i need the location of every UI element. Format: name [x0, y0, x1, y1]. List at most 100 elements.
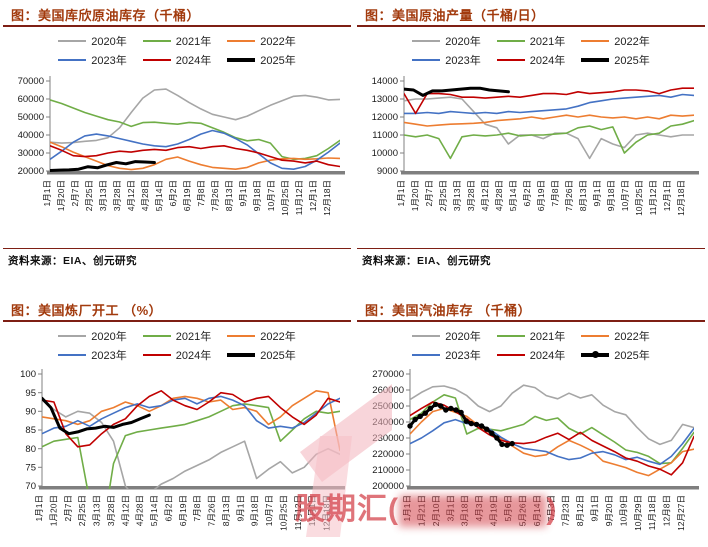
svg-text:1月21日: 1月21日 — [416, 495, 426, 526]
legend-item-2020年: 2020年 — [412, 33, 481, 49]
legend-item-2023年: 2023年 — [412, 52, 481, 68]
chart-title: 图：美国汽油库存 （千桶） — [357, 295, 705, 322]
svg-text:9月1日: 9月1日 — [238, 180, 248, 206]
svg-text:2月25日: 2月25日 — [77, 495, 87, 526]
chart-panel-crude-production: 图：美国原油产量（千桶/日） 2020年 2021年 2022年 2023年 2024年… — [354, 0, 708, 268]
legend-label: 2020年 — [445, 36, 481, 48]
svg-text:3月13日: 3月13日 — [98, 180, 108, 211]
svg-text:6月14日: 6月14日 — [532, 495, 542, 526]
svg-text:2月7日: 2月7日 — [70, 180, 80, 206]
chart-canvas: 14000 13000 12000 11000 10000 9000 1月1日 1月20日 2月… — [354, 69, 708, 238]
svg-text:10月9日: 10月9日 — [618, 495, 628, 526]
svg-text:4月12日: 4月12日 — [126, 180, 136, 211]
legend-item-2023年: 2023年 — [58, 347, 127, 363]
legend-swatch — [58, 59, 87, 61]
chart-title: 图：美国炼厂开工 （%） — [3, 295, 351, 322]
legend-item-2023年: 2023年 — [58, 52, 127, 68]
svg-text:270000: 270000 — [372, 369, 404, 380]
legend-item-2022年: 2022年 — [227, 33, 296, 49]
legend-swatch — [142, 40, 171, 42]
legend-row: 2020年 2021年 2022年 — [58, 327, 296, 345]
svg-text:70: 70 — [25, 481, 36, 492]
legend-item-2022年: 2022年 — [581, 328, 650, 344]
legend-label: 2020年 — [445, 331, 481, 343]
svg-text:6月2日: 6月2日 — [522, 180, 532, 206]
legend-item-2020年: 2020年 — [412, 328, 481, 344]
svg-text:3月28日: 3月28日 — [106, 495, 116, 526]
svg-text:12月18日: 12月18日 — [676, 180, 686, 216]
svg-text:5月6日: 5月6日 — [503, 495, 513, 521]
svg-text:240000: 240000 — [372, 417, 404, 428]
svg-text:12月27日: 12月27日 — [676, 495, 686, 531]
legend-label: 2025年 — [260, 350, 296, 362]
svg-text:1月20日: 1月20日 — [56, 180, 66, 211]
chart-legend: 2020年 2021年 2022年 2023年 2024年 2025年 — [354, 322, 708, 364]
svg-text:70000: 70000 — [18, 76, 44, 87]
legend-label: 2023年 — [445, 350, 481, 362]
svg-text:11月12日: 11月12日 — [293, 495, 303, 530]
svg-text:3月28日: 3月28日 — [112, 180, 122, 211]
svg-text:8月12日: 8月12日 — [575, 495, 585, 526]
chart-panel-refinery-utilization: 图：美国炼厂开工 （%） 2020年 2021年 2022年 2023年 2024年 20… — [0, 295, 354, 547]
svg-text:12月18日: 12月18日 — [322, 180, 332, 216]
svg-text:4月3日: 4月3日 — [474, 495, 484, 521]
legend-item-2022年: 2022年 — [227, 328, 296, 344]
svg-text:1月1日: 1月1日 — [42, 180, 52, 206]
svg-text:6月19日: 6月19日 — [536, 180, 546, 211]
legend-label: 2024年 — [175, 350, 212, 362]
svg-text:260000: 260000 — [372, 385, 404, 396]
chart-legend: 2020年 2021年 2022年 2023年 2024年 2025年 — [0, 322, 354, 364]
svg-text:11月18日: 11月18日 — [647, 495, 657, 530]
svg-text:9月18日: 9月18日 — [606, 180, 616, 211]
chart-canvas: 70000 60000 50000 40000 30000 20000 1月1日 1月20日 2… — [0, 69, 354, 238]
svg-text:4月19日: 4月19日 — [489, 495, 499, 526]
svg-text:90: 90 — [25, 407, 36, 418]
legend-label: 2022年 — [260, 36, 296, 48]
legend-label: 2021年 — [529, 36, 566, 48]
legend-label: 2021年 — [175, 331, 212, 343]
legend-swatch — [496, 59, 525, 61]
svg-text:8月13日: 8月13日 — [224, 180, 234, 211]
svg-text:5月26日: 5月26日 — [517, 495, 527, 526]
legend-swatch — [227, 40, 256, 42]
svg-text:2月7日: 2月7日 — [63, 495, 73, 521]
legend-label: 2025年 — [614, 55, 650, 67]
legend-item-2025年: 2025年 — [581, 52, 650, 68]
legend-item-2024年: 2024年 — [142, 347, 212, 363]
legend-row: 2020年 2021年 2022年 — [58, 32, 296, 50]
legend-swatch — [581, 40, 610, 42]
legend-item-2025年: 2025年 — [227, 347, 296, 363]
legend-swatch — [496, 354, 525, 356]
legend-swatch — [496, 40, 525, 42]
svg-text:3月28日: 3月28日 — [466, 180, 476, 211]
chart-panel-gasoline-inventory: 图：美国汽油库存 （千桶） 2020年 2021年 2022年 2023年 2024年 2… — [354, 295, 708, 547]
svg-text:12月8日: 12月8日 — [662, 495, 672, 526]
svg-text:3月1日: 3月1日 — [445, 495, 455, 521]
svg-text:4月28日: 4月28日 — [140, 180, 150, 211]
legend-swatch — [412, 40, 441, 42]
legend-marker-dot — [591, 351, 599, 359]
svg-text:10月7日: 10月7日 — [620, 180, 630, 211]
svg-text:3月13日: 3月13日 — [452, 180, 462, 211]
legend-item-2022年: 2022年 — [581, 33, 650, 49]
svg-text:210000: 210000 — [372, 465, 404, 476]
legend-swatch — [58, 354, 87, 356]
svg-text:7月26日: 7月26日 — [564, 180, 574, 211]
legend-swatch — [581, 335, 610, 337]
svg-text:4月28日: 4月28日 — [494, 180, 504, 211]
legend-swatch — [227, 353, 256, 357]
svg-text:7月8日: 7月8日 — [192, 495, 202, 521]
legend-swatch — [581, 58, 610, 62]
svg-text:40000: 40000 — [18, 130, 44, 141]
svg-text:12月1日: 12月1日 — [662, 180, 672, 211]
legend-item-2020年: 2020年 — [58, 33, 127, 49]
legend-swatch — [142, 335, 171, 337]
svg-text:1月20日: 1月20日 — [410, 180, 420, 211]
svg-text:9月18日: 9月18日 — [252, 180, 262, 211]
svg-text:7月8日: 7月8日 — [196, 180, 206, 206]
svg-text:3月18日: 3月18日 — [460, 495, 470, 526]
legend-item-2021年: 2021年 — [496, 328, 565, 344]
legend-swatch — [58, 40, 87, 42]
svg-text:9月18日: 9月18日 — [250, 495, 260, 526]
svg-text:5月14日: 5月14日 — [149, 495, 159, 526]
